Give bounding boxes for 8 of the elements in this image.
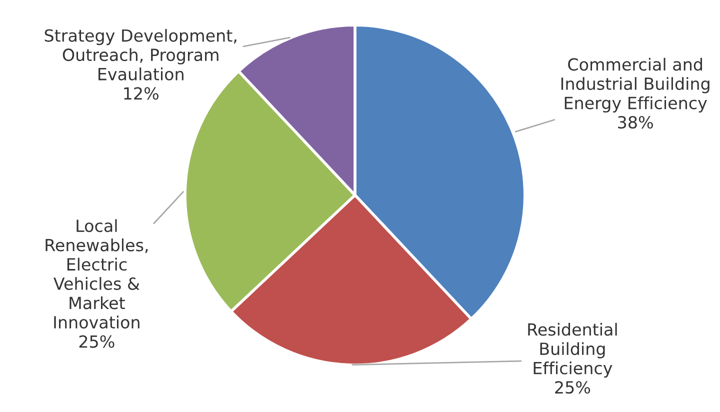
data-label: 38%: [618, 116, 653, 129]
data-label: 25%: [555, 381, 590, 394]
slice-label: Local Renewables, Electric Vehicles & Market Innovation: [46, 219, 148, 329]
slice-label: Strategy Development, Outreach, Program Evaulation: [44, 28, 236, 80]
data-label: 12%: [124, 87, 158, 100]
slice-label: Commercial and Industrial Building Energy Efficiency: [561, 58, 710, 113]
data-label: 25%: [79, 335, 114, 348]
slice-label: Residential Building Efficiency: [528, 322, 617, 378]
